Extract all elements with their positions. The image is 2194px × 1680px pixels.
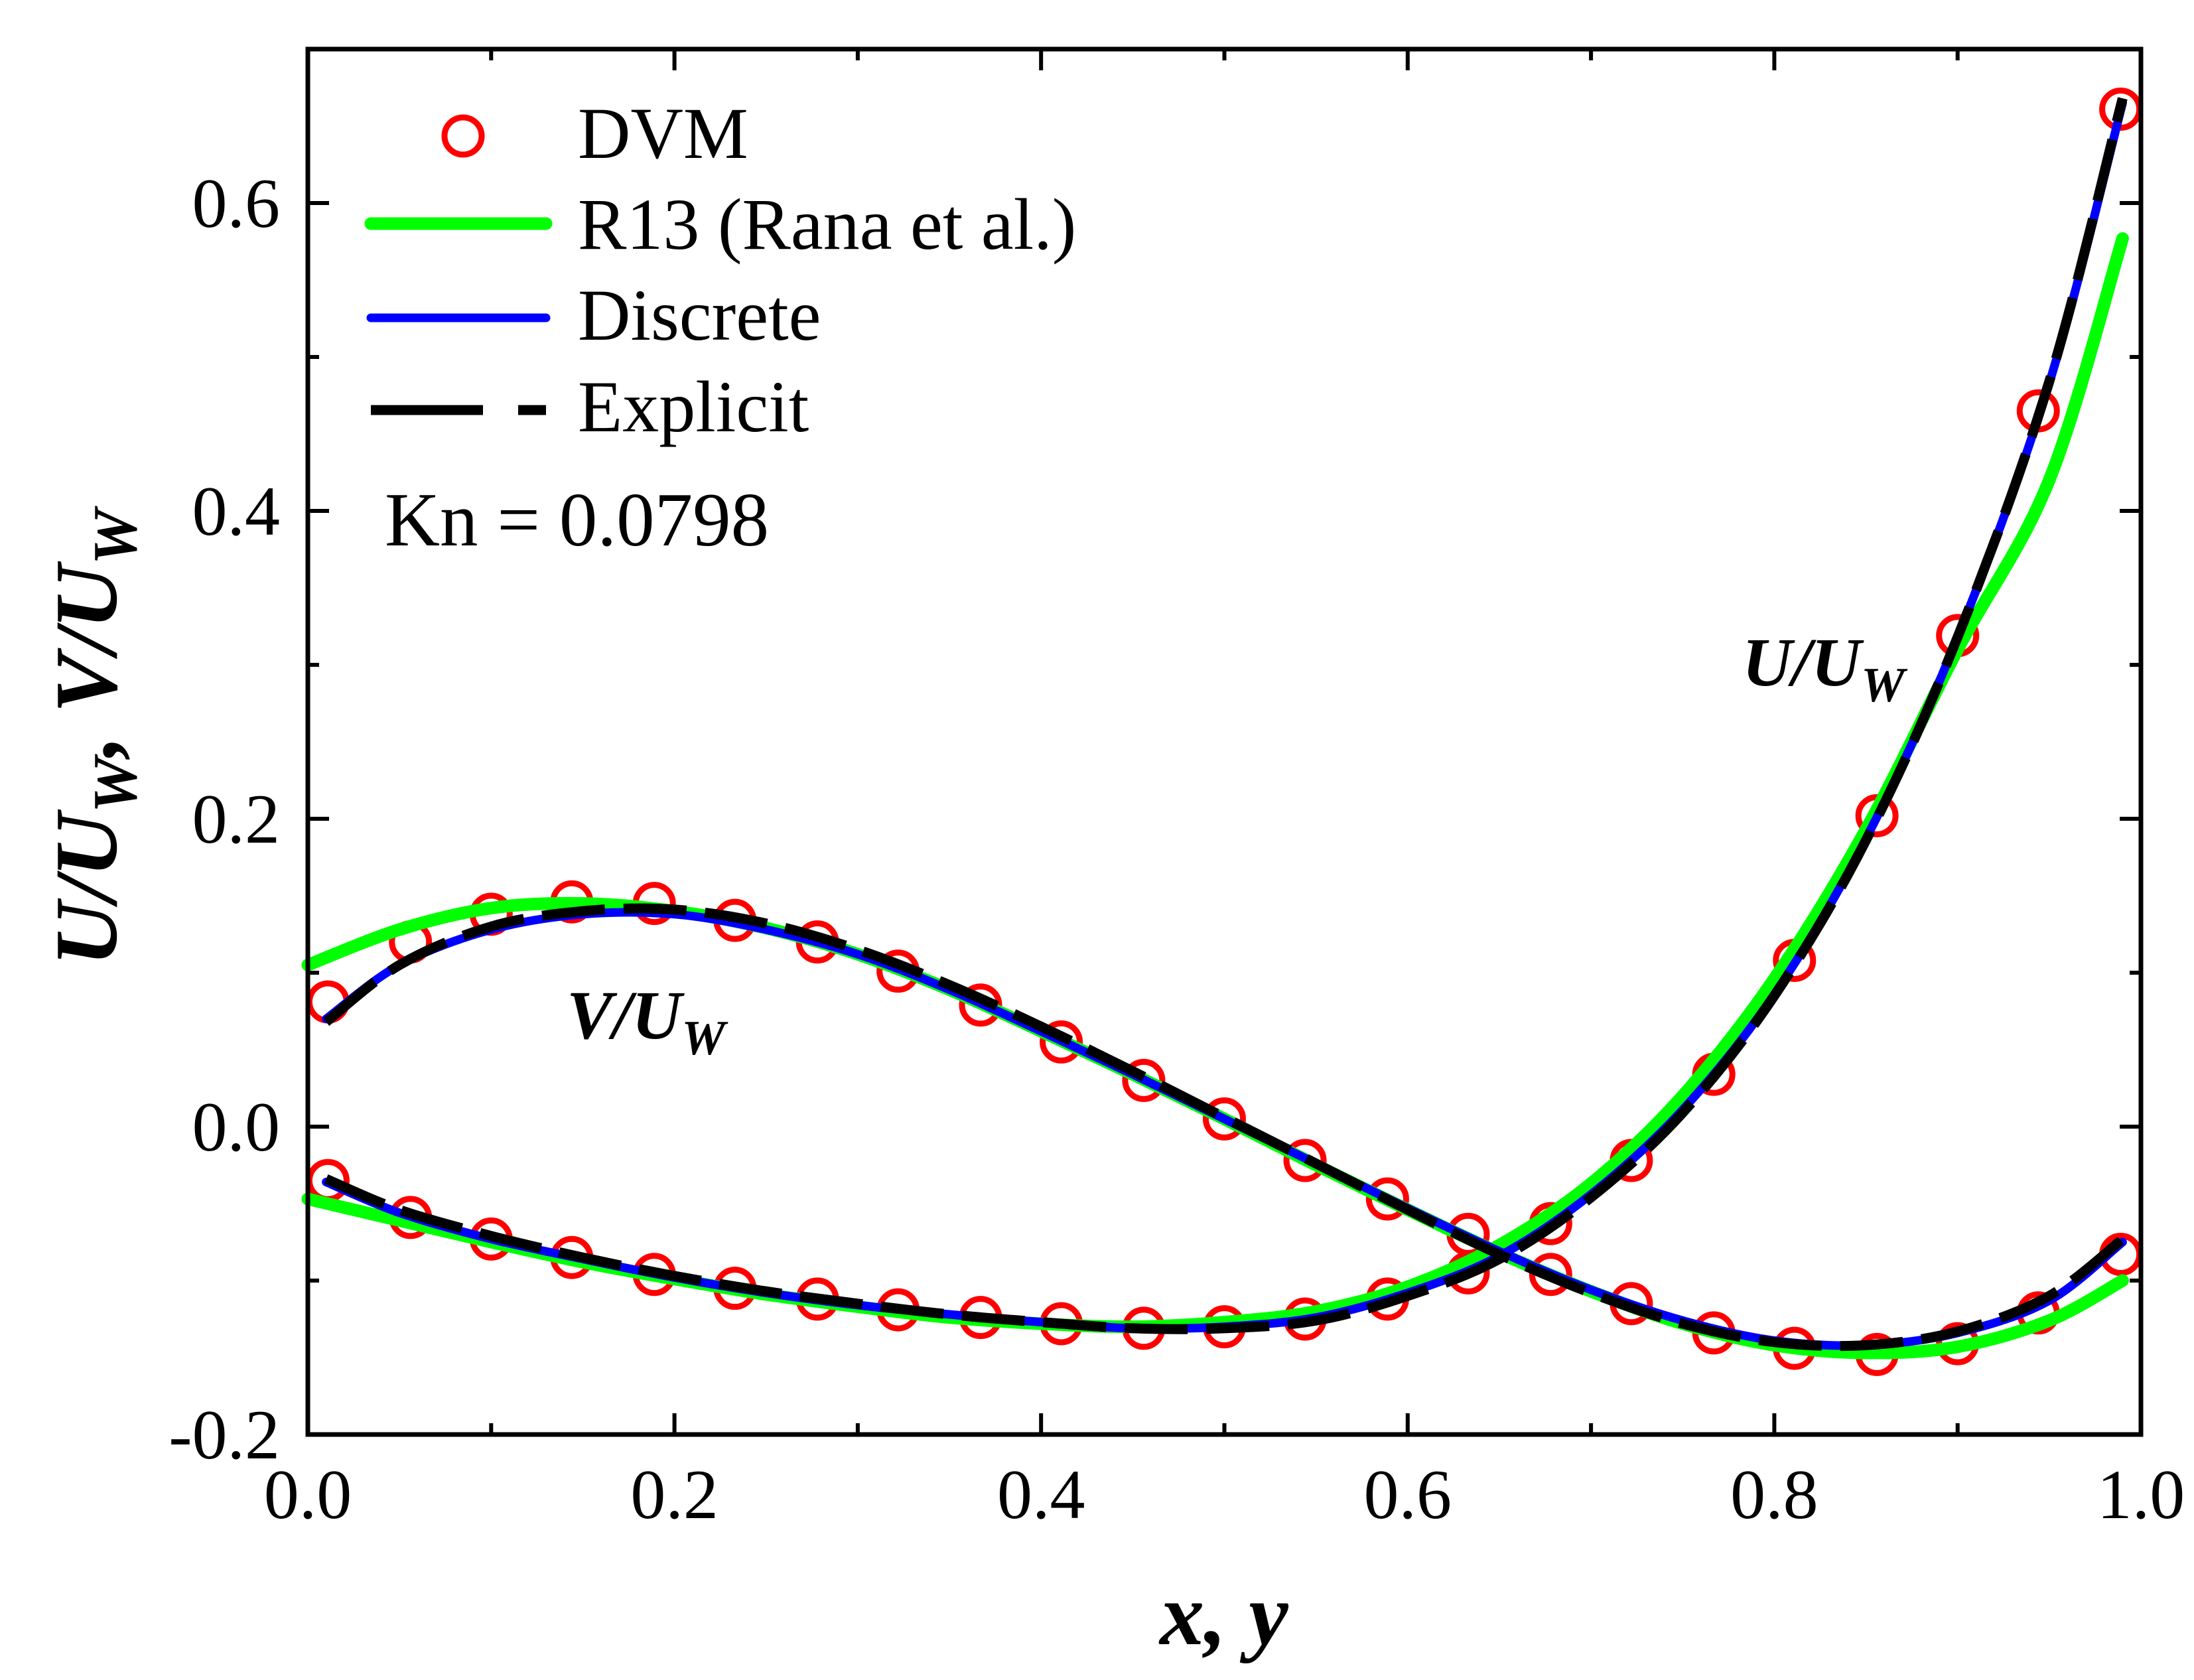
plot-frame <box>305 46 2144 1437</box>
y-tick-label: 0.4 <box>192 472 281 550</box>
dvm-marker-v <box>1203 1097 1246 1141</box>
legend-r13-label: R13 (Rana et al.) <box>578 184 1076 265</box>
dvm-marker-v <box>1365 1177 1409 1221</box>
x-tick-label: 0.2 <box>630 1456 719 1533</box>
dvm-marker-v <box>1529 1253 1572 1296</box>
y-axis-label-v-part: , V/U <box>37 561 135 760</box>
y-axis-label-u-part: U/U <box>37 809 135 966</box>
x-tick-label: 1.0 <box>2097 1456 2185 1533</box>
legend-explicit-label: Explicit <box>578 366 809 447</box>
legend: DVM R13 (Rana et al.) Discrete Explicit <box>364 93 1076 447</box>
y-tick-label: 0.0 <box>192 1088 281 1166</box>
data-marks <box>301 87 2143 1376</box>
x-tick-label: 0.8 <box>1730 1456 1818 1533</box>
y-tick-label: 0.2 <box>192 780 281 858</box>
y-axis-label-v-subscript: W <box>81 505 150 565</box>
x-tick-label: 0.6 <box>1364 1456 1452 1533</box>
legend-dvm-label: DVM <box>578 93 748 174</box>
legend-dvm-marker <box>441 114 485 158</box>
x-tick-label: 0.0 <box>264 1456 352 1533</box>
v-curve-label: V/UW <box>567 977 728 1066</box>
dvm-marker-v <box>1040 1020 1083 1064</box>
y-axis-label: U/UW, V/UW <box>37 505 150 966</box>
tick-labels: 0.0 0.2 0.4 0.6 0.8 1.0-0.20.00.20.40.6 <box>169 165 2185 1533</box>
u-curve-label-subscript: W <box>1861 658 1908 713</box>
v-curve-label-main: V/U <box>567 977 685 1054</box>
discrete-line-v <box>322 908 2127 1350</box>
dvm-marker-v <box>1283 1139 1327 1182</box>
y-axis-label-u-subscript: W <box>81 753 150 813</box>
y-tick-label: -0.2 <box>169 1396 280 1474</box>
x-tick-label: 0.4 <box>997 1456 1085 1533</box>
knudsen-number-annotation: Kn = 0.0798 <box>385 478 769 562</box>
explicit-line-u <box>324 97 2128 1334</box>
u-curve-label: U/UW <box>1742 624 1908 713</box>
x-axis-label: x, y <box>1158 1565 1288 1663</box>
u-curve-label-main: U/U <box>1742 624 1864 701</box>
dvm-marker-v <box>1122 1058 1166 1102</box>
y-tick-label: 0.6 <box>192 165 281 242</box>
v-curve-label-subscript: W <box>681 1011 728 1066</box>
legend-discrete-label: Discrete <box>578 275 821 356</box>
